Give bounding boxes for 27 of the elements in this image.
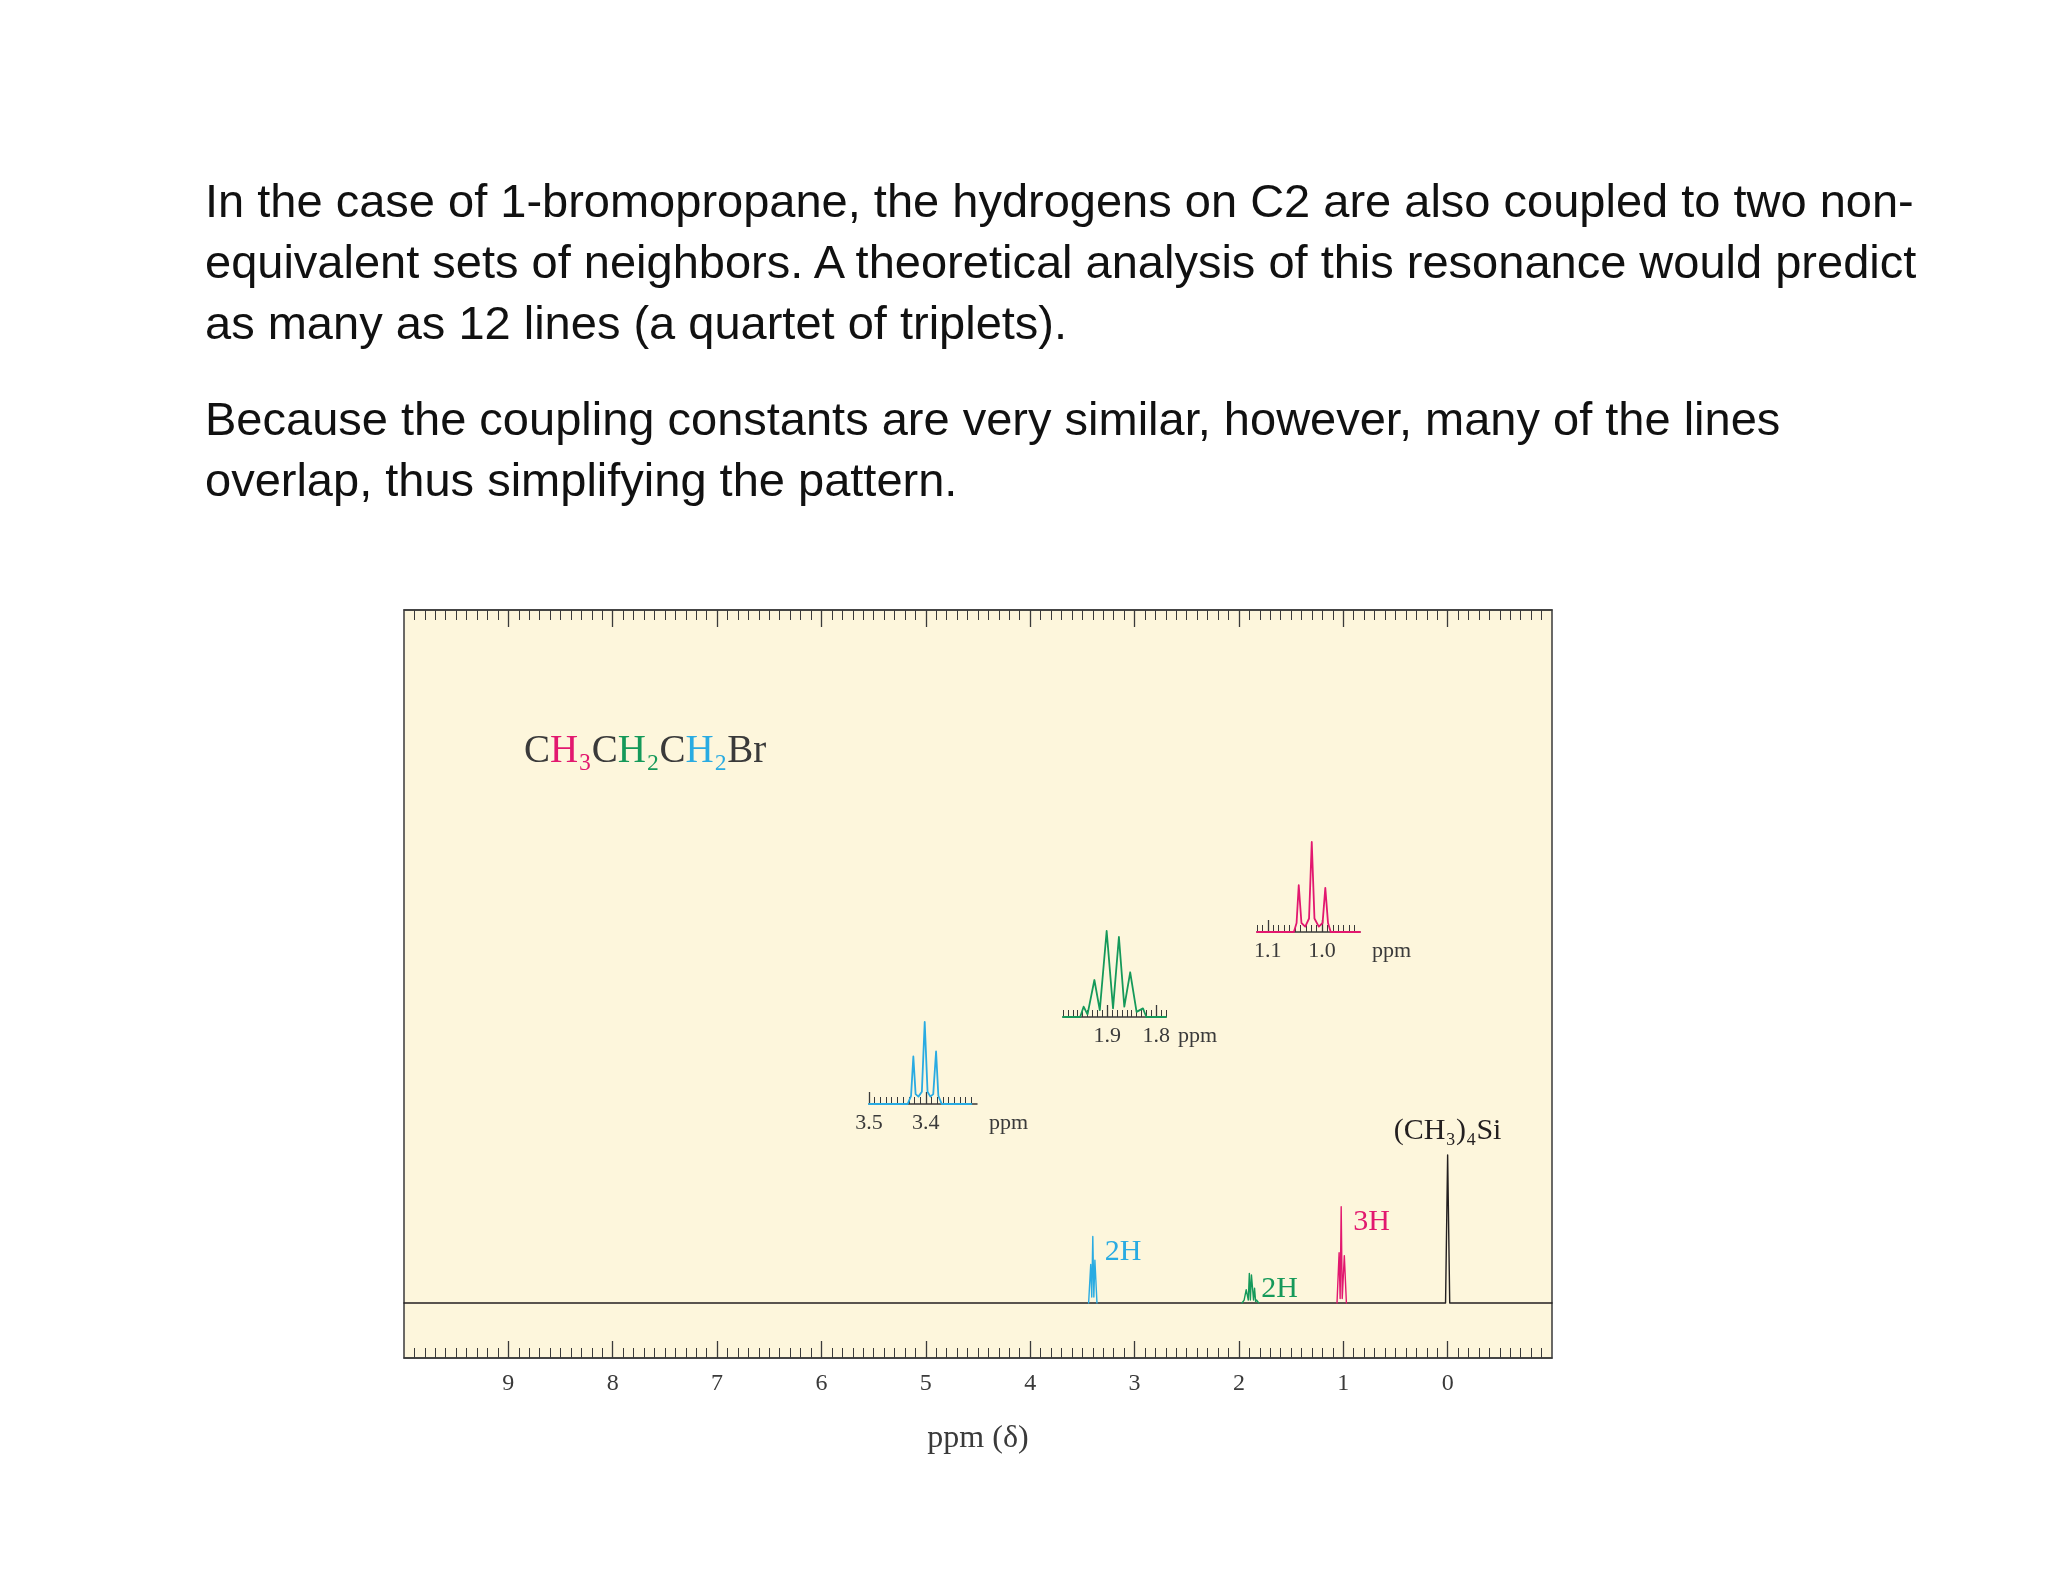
x-tick-label: 8 bbox=[606, 1369, 619, 1395]
annotation: 2H bbox=[1104, 1232, 1142, 1266]
x-tick-label: 1.0 bbox=[1308, 936, 1336, 962]
x-axis-title: ppm bbox=[1372, 936, 1412, 962]
text: Because the coupling constants are very similar, however, many of the lines overlap, thus simplifying the pattern. bbox=[205, 391, 1782, 508]
x-axis-title: ppm bbox=[989, 1108, 1029, 1134]
x-tick-label: 4 bbox=[1024, 1369, 1037, 1395]
x-axis-title: ppm bbox=[1178, 1021, 1218, 1047]
x-tick-label: 1.1 bbox=[1254, 936, 1282, 962]
x-tick-label: 1.9 bbox=[1093, 1021, 1121, 1047]
x-tick-label: 6 bbox=[815, 1369, 828, 1395]
annotation: 3H bbox=[1353, 1203, 1390, 1237]
text: In the case of 1-bromopropane, the hydrogens on C2 are also coupled to two non-equivalent sets of neighbors. A theoretical analysis of this resonance would predict as many as 12 lines (a quartet of triplets). bbox=[205, 173, 1918, 351]
x-tick-label: 1.8 bbox=[1142, 1021, 1170, 1047]
annotation: (CH₃)₄Si bbox=[1393, 1111, 1502, 1146]
x-tick-label: 5 bbox=[919, 1369, 932, 1395]
x-tick-label: 7 bbox=[711, 1369, 724, 1395]
annotation: 2H bbox=[1261, 1269, 1299, 1303]
x-axis-title: ppm (δ) bbox=[927, 1418, 1029, 1454]
x-tick-label: 3.4 bbox=[912, 1108, 940, 1134]
x-tick-label: 9 bbox=[502, 1369, 515, 1395]
x-tick-label: 0 bbox=[1441, 1369, 1454, 1395]
x-tick-label: 1 bbox=[1337, 1369, 1350, 1395]
x-tick-label: 2 bbox=[1232, 1369, 1245, 1395]
text: CH₃CH₂CH₂Br bbox=[524, 727, 767, 770]
x-tick-label: 3.5 bbox=[855, 1108, 883, 1134]
x-tick-label: 3 bbox=[1128, 1369, 1141, 1395]
